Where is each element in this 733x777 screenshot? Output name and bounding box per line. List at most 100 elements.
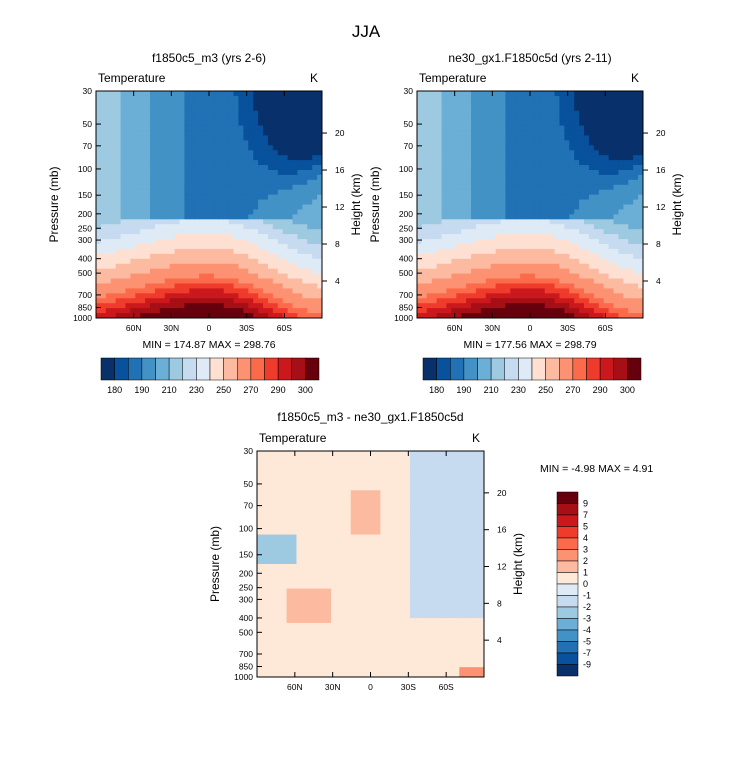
field-cell xyxy=(175,155,181,161)
field-cell xyxy=(515,200,521,206)
field-cell xyxy=(257,623,263,629)
field-cell xyxy=(229,303,235,309)
field-cell xyxy=(224,269,230,275)
field-cell xyxy=(258,209,264,215)
field-cell xyxy=(321,554,327,560)
field-cell xyxy=(437,303,443,309)
field-cell xyxy=(451,308,457,314)
field-cell xyxy=(175,121,181,127)
field-cell xyxy=(437,190,443,196)
field-cell xyxy=(569,249,575,255)
field-cell xyxy=(559,244,565,250)
field-cell xyxy=(234,200,240,206)
field-cell xyxy=(432,293,438,299)
field-cell xyxy=(219,214,225,220)
field-cell xyxy=(278,205,284,211)
field-cell xyxy=(283,111,289,117)
field-cell xyxy=(165,254,171,260)
field-cell xyxy=(96,288,102,294)
field-cell xyxy=(106,279,112,285)
field-cell xyxy=(520,269,526,275)
field-cell xyxy=(272,559,278,565)
field-cell xyxy=(311,471,317,477)
field-cell xyxy=(451,283,457,289)
field-cell xyxy=(545,224,551,230)
field-cell xyxy=(272,574,278,580)
field-cell xyxy=(525,274,531,280)
field-cell xyxy=(491,288,497,294)
field-cell xyxy=(491,293,497,299)
field-cell xyxy=(116,264,122,270)
variable-label: Temperature xyxy=(259,431,327,445)
field-cell xyxy=(267,495,273,501)
field-cell xyxy=(268,298,274,304)
field-cell xyxy=(510,200,516,206)
field-cell xyxy=(442,264,448,270)
field-cell xyxy=(297,130,303,136)
field-cell xyxy=(584,106,590,112)
field-cell xyxy=(140,269,146,275)
field-cell xyxy=(579,116,585,122)
field-cell xyxy=(248,200,254,206)
field-cell xyxy=(461,264,467,270)
field-cell xyxy=(209,140,215,146)
field-cell xyxy=(214,185,220,191)
field-cell xyxy=(481,209,487,215)
field-cell xyxy=(253,126,259,132)
field-cell xyxy=(272,554,278,560)
field-cell xyxy=(278,249,284,255)
field-cell xyxy=(306,539,312,545)
field-cell xyxy=(229,274,235,280)
field-cell xyxy=(116,293,122,299)
field-cell xyxy=(501,269,507,275)
field-cell xyxy=(550,130,556,136)
field-cell xyxy=(302,155,308,161)
field-cell xyxy=(283,288,289,294)
field-cell xyxy=(550,96,556,102)
field-cell xyxy=(297,209,303,215)
field-cell xyxy=(574,116,580,122)
field-cell xyxy=(427,180,433,186)
field-cell xyxy=(301,623,307,629)
field-cell xyxy=(253,96,259,102)
field-cell xyxy=(525,180,531,186)
field-cell xyxy=(277,495,283,501)
field-cell xyxy=(515,175,521,181)
field-cell xyxy=(481,298,487,304)
field-cell xyxy=(145,269,151,275)
field-cell xyxy=(530,200,536,206)
field-cell xyxy=(312,274,318,280)
field-cell xyxy=(505,121,511,127)
field-cell xyxy=(515,180,521,186)
field-cell xyxy=(111,254,117,260)
field-cell xyxy=(199,96,205,102)
field-cell xyxy=(599,135,605,141)
field-cell xyxy=(121,298,127,304)
field-cell xyxy=(116,254,122,260)
field-cell xyxy=(574,244,580,250)
field-cell xyxy=(267,466,273,472)
field-cell xyxy=(559,274,565,280)
field-cell xyxy=(301,485,307,491)
field-cell xyxy=(125,288,131,294)
field-cell xyxy=(238,195,244,201)
field-cell xyxy=(307,106,313,112)
field-cell xyxy=(471,111,477,117)
field-cell xyxy=(589,150,595,156)
field-cell xyxy=(125,254,131,260)
field-cell xyxy=(263,269,269,275)
field-cell xyxy=(461,244,467,250)
field-cell xyxy=(248,264,254,270)
field-cell xyxy=(496,126,502,132)
field-cell xyxy=(432,288,438,294)
field-cell xyxy=(628,145,634,151)
field-cell xyxy=(446,96,452,102)
field-cell xyxy=(486,224,492,230)
field-cell xyxy=(106,303,112,309)
field-cell xyxy=(491,259,497,265)
field-cell xyxy=(451,229,457,235)
field-cell xyxy=(520,126,526,132)
field-cell xyxy=(628,150,634,156)
field-cell xyxy=(302,214,308,220)
field-cell xyxy=(633,200,639,206)
